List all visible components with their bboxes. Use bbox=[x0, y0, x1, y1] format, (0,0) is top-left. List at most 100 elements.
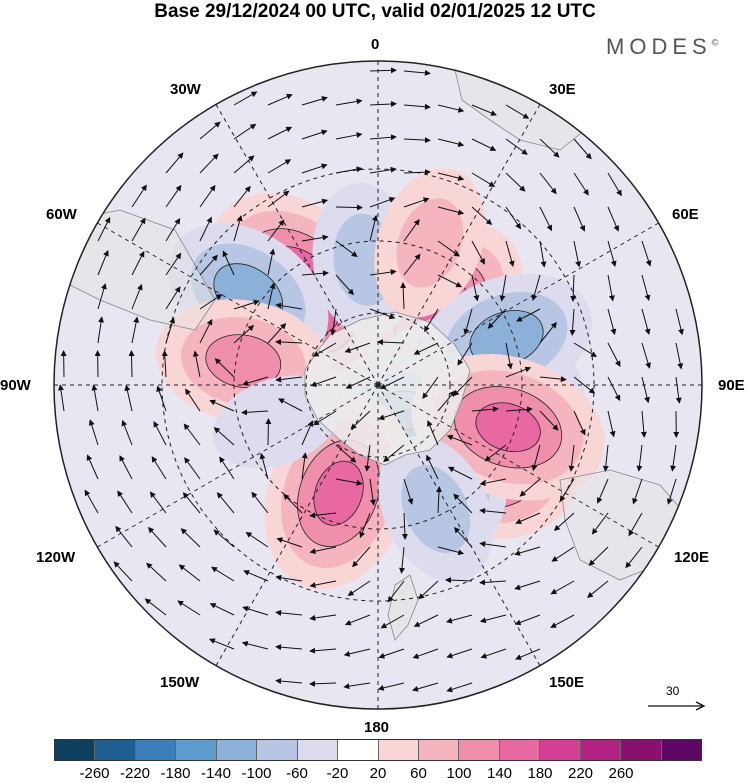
lon-label-120w: 120W bbox=[36, 549, 76, 566]
colorbar-swatch bbox=[95, 740, 136, 760]
colorbar-tick-label: 20 bbox=[369, 765, 387, 782]
lon-label-60e: 60E bbox=[672, 206, 699, 223]
colorbar-tick-label: -260 bbox=[79, 765, 110, 782]
wind-arrow bbox=[276, 537, 303, 548]
wind-arrow bbox=[359, 512, 371, 539]
wind-arrow bbox=[185, 388, 201, 412]
wind-arrow bbox=[199, 153, 219, 174]
wind-arrow bbox=[607, 206, 620, 232]
wind-arrow bbox=[199, 318, 213, 344]
wind-arrow bbox=[199, 216, 212, 242]
wind-arrow bbox=[446, 682, 473, 693]
wind-arrow bbox=[588, 546, 609, 566]
wind-arrow bbox=[403, 169, 431, 176]
wind-arrow bbox=[144, 598, 167, 616]
wind-arrow bbox=[607, 410, 616, 438]
wind-arrow bbox=[602, 444, 609, 472]
colorbar-swatch bbox=[499, 740, 541, 760]
meridian-line bbox=[377, 384, 541, 666]
wind-arrow bbox=[165, 286, 181, 310]
wind-arrow bbox=[267, 126, 293, 140]
colorbar-swatch bbox=[176, 740, 217, 760]
wind-arrow bbox=[607, 274, 615, 302]
wind-arrow bbox=[437, 172, 465, 181]
wind-arrow bbox=[435, 486, 442, 514]
wind-arrow bbox=[165, 152, 184, 174]
wind-arrow bbox=[641, 274, 651, 302]
wind-arrow bbox=[369, 166, 397, 174]
wind-arrow bbox=[219, 456, 235, 480]
wind-arrow bbox=[480, 648, 507, 659]
wind-arrow bbox=[97, 283, 107, 310]
pole-marker bbox=[375, 382, 381, 388]
wind-arrow bbox=[378, 648, 405, 659]
wind-arrow bbox=[121, 419, 133, 446]
wind-arrow bbox=[216, 492, 235, 514]
colorbar-tick-label: -60 bbox=[286, 765, 308, 782]
wind-arrow bbox=[275, 644, 303, 651]
wind-arrow bbox=[446, 648, 473, 659]
wind-arrow bbox=[401, 512, 408, 540]
wind-arrow bbox=[437, 104, 465, 113]
wind-arrow bbox=[310, 376, 337, 387]
wind-arrow bbox=[539, 240, 547, 268]
wind-arrow bbox=[670, 444, 677, 472]
wind-arrow bbox=[131, 217, 146, 242]
meridian-line bbox=[215, 104, 379, 386]
colorbar-tick-label: 60 bbox=[410, 765, 427, 782]
wind-arrow bbox=[471, 172, 496, 187]
wind-arrow bbox=[182, 492, 201, 514]
wind-arrow bbox=[479, 614, 507, 624]
wind-arrow bbox=[505, 366, 532, 378]
wind-arrow bbox=[487, 308, 507, 329]
wind-arrow bbox=[505, 206, 522, 230]
wind-arrow bbox=[309, 580, 337, 588]
wind-arrow bbox=[445, 614, 473, 624]
wind-arrow bbox=[636, 444, 643, 472]
wind-arrow bbox=[267, 190, 290, 208]
wind-arrow bbox=[514, 546, 541, 556]
wind-arrow bbox=[161, 350, 168, 378]
wind-arrow bbox=[241, 640, 269, 650]
wind-arrow bbox=[539, 410, 559, 431]
wind-arrow bbox=[377, 339, 405, 346]
wind-arrow bbox=[275, 678, 303, 685]
wind-arrow bbox=[403, 103, 431, 110]
wind-arrow bbox=[267, 93, 293, 106]
wind-arrow bbox=[516, 308, 541, 322]
wind-arrow bbox=[514, 580, 541, 591]
meridian-line bbox=[377, 104, 541, 386]
wind-arrow bbox=[347, 580, 371, 596]
colorbar-tick-label: -100 bbox=[241, 765, 272, 782]
colorbar-tick-label: -20 bbox=[326, 765, 349, 782]
vector-reference: 30 bbox=[648, 684, 708, 714]
wind-arrow bbox=[550, 580, 575, 595]
wind-arrow bbox=[641, 342, 651, 369]
wind-arrow bbox=[301, 96, 328, 106]
wind-arrow bbox=[471, 274, 480, 302]
new-zealand-shape bbox=[387, 574, 419, 641]
wind-arrow bbox=[424, 308, 439, 333]
wind-arrow bbox=[335, 274, 354, 296]
wind-arrow bbox=[479, 579, 507, 586]
wind-arrow bbox=[192, 350, 201, 378]
colorbar-swatch bbox=[297, 740, 339, 760]
wind-arrow bbox=[471, 104, 497, 116]
wind-arrow bbox=[570, 274, 577, 302]
wind-arrow bbox=[345, 376, 371, 389]
wind-arrow bbox=[539, 172, 557, 195]
wind-arrow bbox=[241, 409, 269, 416]
wind-arrow bbox=[343, 648, 371, 657]
colorbar-tick-label: -180 bbox=[160, 765, 191, 782]
colorbar-swatch bbox=[459, 740, 500, 760]
wind-arrow bbox=[369, 100, 397, 107]
wind-arrow bbox=[124, 384, 133, 412]
wind-arrow bbox=[418, 580, 439, 600]
wind-arrow bbox=[559, 478, 575, 502]
wind-arrow bbox=[505, 104, 530, 119]
wind-arrow bbox=[335, 98, 363, 106]
wind-arrow bbox=[573, 206, 586, 232]
wind-arrow bbox=[146, 562, 167, 582]
wind-arrow bbox=[165, 184, 182, 208]
wind-arrow bbox=[131, 184, 147, 208]
